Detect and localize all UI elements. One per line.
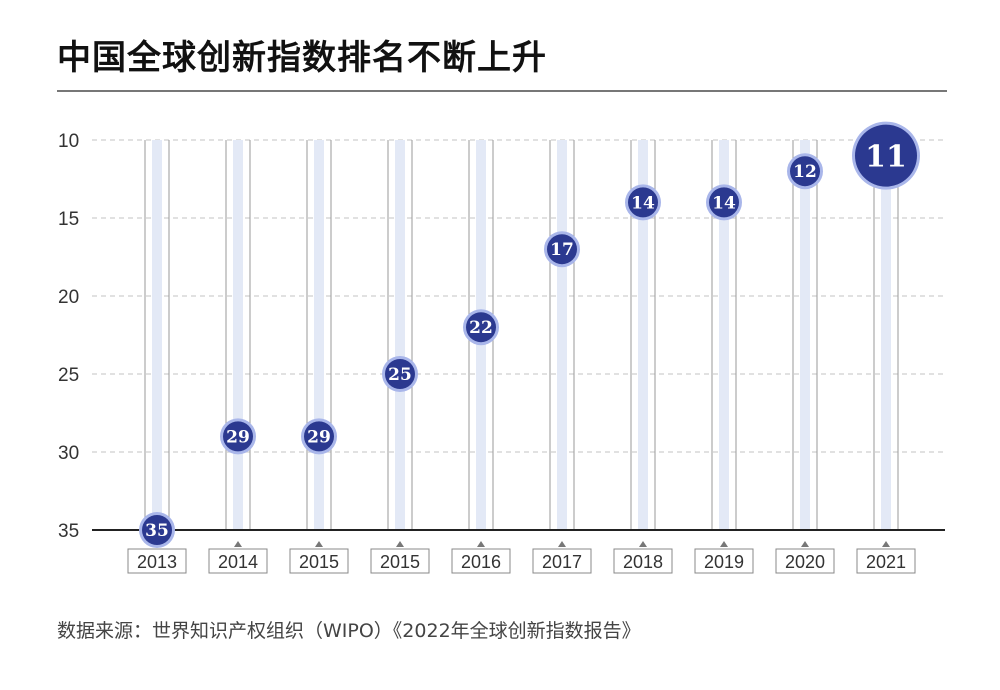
column-band [395,140,405,530]
data-point [628,187,658,218]
data-point [142,515,172,545]
x-tick-box [613,548,673,574]
x-tick-label: 2018 [623,552,663,572]
y-tick-label: 15 [58,209,79,230]
column-band [233,140,243,530]
data-label: 22 [469,318,493,338]
data-label: 14 [631,193,655,213]
x-tick-marker [720,541,728,547]
data-point [385,359,415,389]
x-tick-box [532,548,592,574]
y-tick-label: 30 [58,443,79,464]
x-tick-marker [315,541,323,547]
x-tick-label: 2014 [218,552,258,572]
x-tick-box [127,548,187,574]
x-tick-label: 2017 [542,552,582,572]
x-tick-marker [882,541,890,547]
title-divider [57,90,947,92]
x-tick-marker [234,541,242,547]
x-tick-label: 2019 [704,552,744,572]
column-band [800,140,810,530]
data-point [466,312,496,343]
y-tick-label: 20 [58,287,79,308]
column-band [719,140,729,530]
column-band [314,140,324,530]
data-label: 12 [793,162,817,182]
x-tick-label: 2015 [380,552,420,572]
data-point [547,234,577,265]
column-band [152,140,162,530]
data-label: 11 [865,140,907,175]
data-point [709,187,739,218]
x-tick-marker [558,541,566,547]
rank-chart: 10 15 20 25 30 35 2013 2014 2015 2015 2016 2017 2018… [58,121,945,574]
x-tick-box [451,548,511,574]
data-label: 14 [712,193,736,213]
data-label: 17 [550,240,574,260]
data-point [223,421,253,452]
x-tick-box [775,548,835,574]
column-band [881,140,891,530]
data-point [304,421,334,452]
x-tick-box [370,548,430,574]
x-tick-marker [639,541,647,547]
x-tick-label: 2021 [866,552,906,572]
y-tick-label: 35 [58,521,79,542]
x-tick-label: 2013 [137,552,177,572]
x-tick-marker [477,541,485,547]
x-tick-label: 2015 [299,552,339,572]
y-tick-label: 10 [58,131,79,152]
column-band [638,140,648,530]
x-tick-label: 2016 [461,552,501,572]
data-label: 35 [145,521,169,541]
data-point [855,124,917,187]
x-tick-box [208,548,268,574]
chart-title: 中国全球创新指数排名不断上升 [57,38,547,78]
x-tick-box [694,548,754,574]
x-tick-label: 2020 [785,552,825,572]
x-tick-marker [396,541,404,547]
data-label: 25 [388,365,412,385]
data-point [790,156,820,187]
y-tick-label: 25 [58,365,79,386]
data-label: 29 [307,427,331,447]
x-tick-box [289,548,349,574]
data-source-note: 数据来源：世界知识产权组织（WIPO）《2022年全球创新指数报告》 [57,620,641,642]
data-label: 29 [226,427,250,447]
x-tick-box [856,548,916,574]
x-tick-marker [801,541,809,547]
column-band [557,140,567,530]
